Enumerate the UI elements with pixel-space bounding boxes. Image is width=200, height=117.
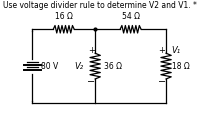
Text: V₂: V₂ [74, 62, 83, 71]
Text: −: − [87, 77, 95, 87]
Text: +: + [159, 46, 165, 55]
Text: 16 Ω: 16 Ω [55, 12, 73, 21]
Text: 18 Ω: 18 Ω [172, 62, 189, 71]
Text: +: + [88, 46, 95, 55]
Text: −: − [158, 77, 166, 87]
Text: Use voltage divider rule to determine V2 and V1. *: Use voltage divider rule to determine V2… [3, 1, 197, 10]
Text: V₁: V₁ [172, 46, 181, 55]
Text: 36 Ω: 36 Ω [104, 62, 122, 71]
Text: 80 V: 80 V [41, 62, 58, 71]
Text: 54 Ω: 54 Ω [122, 12, 140, 21]
